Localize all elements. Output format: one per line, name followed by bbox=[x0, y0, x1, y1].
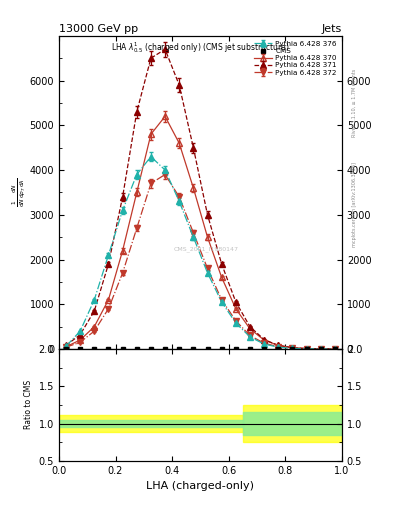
Bar bbox=[59, 420, 243, 427]
CMS bbox=[120, 346, 125, 352]
CMS bbox=[106, 346, 111, 352]
CMS bbox=[78, 346, 83, 352]
Text: LHA $\lambda^1_{0.5}$ (charged only) (CMS jet substructure): LHA $\lambda^1_{0.5}$ (charged only) (CM… bbox=[111, 40, 290, 55]
CMS bbox=[219, 346, 224, 352]
Bar bbox=[243, 412, 342, 435]
Y-axis label: $\frac{1}{\mathrm{d}N}\frac{\mathrm{d}N}{\mathrm{d}p_T\,\mathrm{d}\lambda}$: $\frac{1}{\mathrm{d}N}\frac{\mathrm{d}N}… bbox=[11, 178, 28, 207]
Y-axis label: Ratio to CMS: Ratio to CMS bbox=[24, 380, 33, 430]
CMS bbox=[262, 346, 266, 352]
CMS bbox=[332, 346, 337, 352]
CMS bbox=[318, 346, 323, 352]
Legend: Pythia 6.428 376, CMS, Pythia 6.428 370, Pythia 6.428 371, Pythia 6.428 372: Pythia 6.428 376, CMS, Pythia 6.428 370,… bbox=[252, 39, 338, 77]
CMS bbox=[276, 346, 281, 352]
Bar bbox=[59, 415, 243, 433]
CMS bbox=[149, 346, 153, 352]
CMS bbox=[248, 346, 252, 352]
CMS bbox=[233, 346, 238, 352]
CMS bbox=[304, 346, 309, 352]
CMS bbox=[64, 346, 68, 352]
CMS bbox=[163, 346, 167, 352]
Text: mcplots.cern.ch [arXiv:1306.3436]: mcplots.cern.ch [arXiv:1306.3436] bbox=[352, 162, 357, 247]
Text: CMS_2021_I1980147: CMS_2021_I1980147 bbox=[174, 246, 239, 251]
CMS bbox=[92, 346, 97, 352]
CMS bbox=[191, 346, 196, 352]
CMS bbox=[290, 346, 295, 352]
CMS bbox=[177, 346, 182, 352]
Line: CMS: CMS bbox=[64, 347, 337, 351]
Bar bbox=[243, 405, 342, 442]
Text: Rivet 3.1.10, ≥ 1.7M events: Rivet 3.1.10, ≥ 1.7M events bbox=[352, 68, 357, 137]
X-axis label: LHA (charged-only): LHA (charged-only) bbox=[147, 481, 254, 491]
Text: 13000 GeV pp: 13000 GeV pp bbox=[59, 24, 138, 34]
CMS bbox=[205, 346, 210, 352]
Text: Jets: Jets bbox=[321, 24, 342, 34]
CMS bbox=[134, 346, 139, 352]
